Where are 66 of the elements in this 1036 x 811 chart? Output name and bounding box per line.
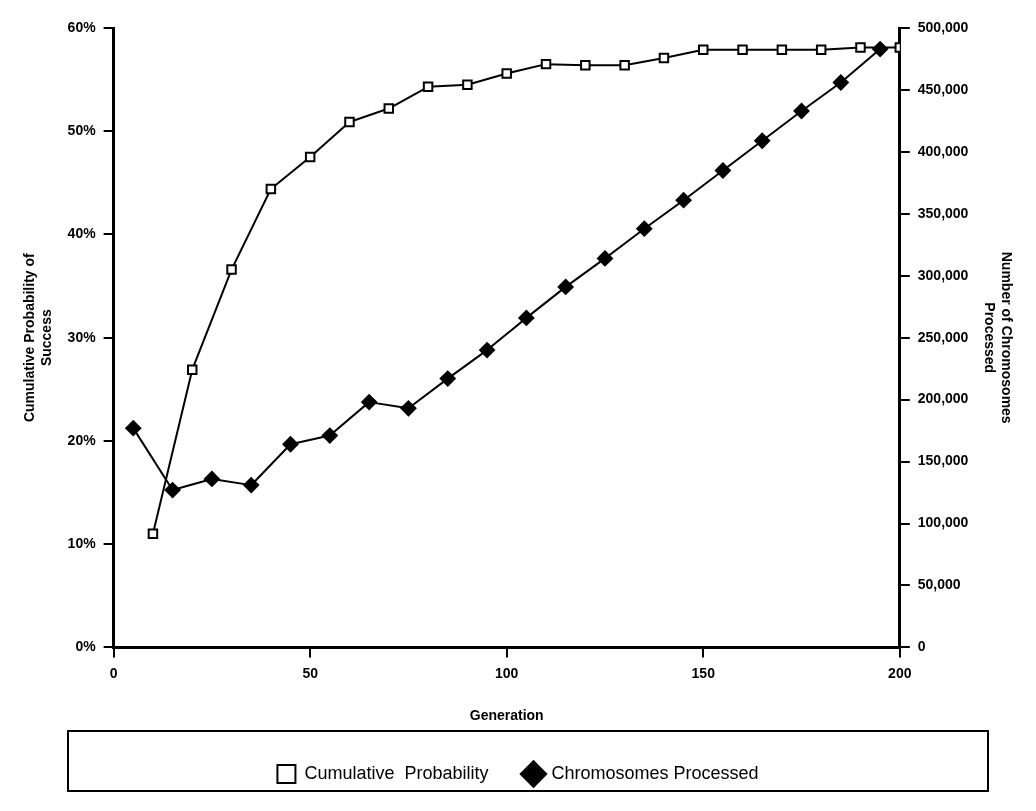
point — [518, 309, 535, 326]
point — [596, 250, 613, 267]
y2-tick-label: 250,000 — [917, 328, 969, 345]
point — [125, 420, 142, 437]
y2-tick-label: 400,000 — [917, 142, 969, 159]
point — [855, 42, 866, 53]
y-tick-label: 0% — [75, 638, 97, 655]
y-axis-title: Cumulative Probability of Success — [21, 252, 55, 423]
point — [776, 44, 788, 55]
point — [675, 192, 692, 209]
point — [462, 79, 473, 91]
point — [540, 58, 552, 70]
y-tick-label: 50% — [67, 122, 97, 139]
y2-tick-label: 150,000 — [917, 452, 969, 469]
point — [265, 183, 277, 195]
x-tick-label: 100 — [495, 664, 519, 681]
point — [344, 116, 355, 128]
y2-tick-label: 350,000 — [917, 204, 969, 221]
y2-tick-label: 200,000 — [917, 390, 969, 407]
x-tick-label: 50 — [302, 664, 319, 681]
point — [754, 132, 771, 149]
point — [658, 52, 670, 64]
y2-axis-title: Number of Chromosomes Processed — [981, 251, 1015, 424]
point — [832, 74, 849, 91]
point — [557, 278, 574, 295]
point — [383, 103, 395, 114]
point — [164, 482, 181, 499]
y2-tick-label: 450,000 — [917, 80, 969, 97]
point — [400, 400, 417, 417]
y2-tick-label: 0 — [917, 638, 926, 655]
x-tick-label: 0 — [109, 664, 118, 681]
point — [501, 68, 512, 79]
point — [282, 436, 299, 453]
y-tick-label: 20% — [67, 431, 97, 448]
point — [361, 394, 378, 411]
point — [793, 103, 810, 119]
legend-label: Cumulative Probability — [304, 762, 489, 783]
legend-label: Chromosomes Processed — [551, 762, 759, 783]
point — [619, 59, 630, 71]
point — [321, 427, 338, 444]
point — [737, 44, 748, 55]
point — [714, 162, 731, 179]
x-axis-title: Generation — [469, 707, 544, 724]
point — [815, 44, 827, 55]
point — [243, 477, 260, 494]
point — [187, 364, 198, 375]
point — [304, 151, 316, 163]
point — [636, 220, 653, 237]
y-tick-label: 60% — [67, 18, 97, 35]
point — [580, 59, 591, 71]
y2-tick-label: 50,000 — [917, 576, 961, 593]
y-tick-label: 40% — [67, 225, 97, 242]
y2-tick-label: 500,000 — [917, 18, 969, 35]
x-tick-label: 150 — [691, 664, 716, 681]
point — [203, 470, 220, 487]
point — [226, 264, 237, 275]
point — [698, 44, 709, 55]
y-tick-label: 10% — [67, 535, 97, 552]
point — [422, 81, 434, 93]
y2-tick-label: 100,000 — [917, 514, 969, 531]
y-tick-label: 30% — [67, 328, 97, 345]
x-tick-label: 200 — [888, 664, 912, 681]
point — [147, 528, 159, 540]
point — [439, 370, 456, 387]
y2-tick-label: 300,000 — [917, 266, 969, 283]
point — [479, 342, 496, 359]
